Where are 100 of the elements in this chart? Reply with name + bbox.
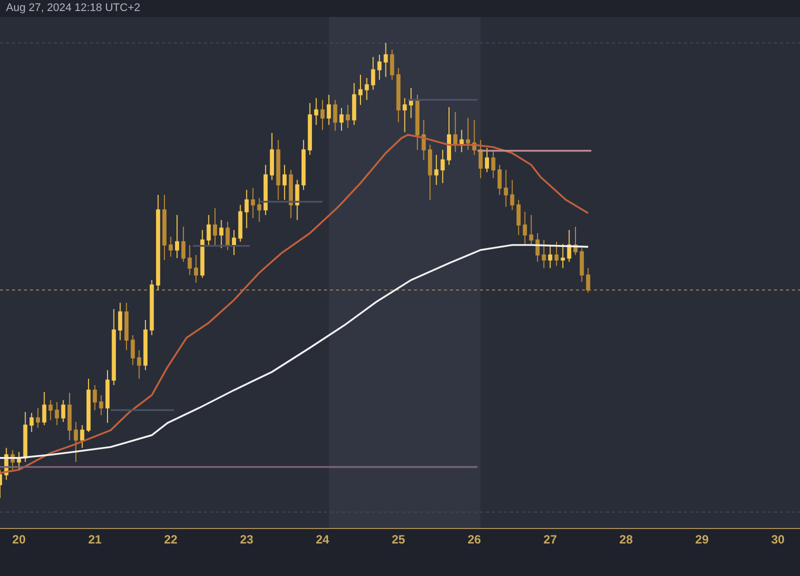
candlestick <box>402 98 407 133</box>
candlestick <box>548 244 552 269</box>
candlestick <box>244 189 249 229</box>
candlestick <box>466 118 470 150</box>
candlestick <box>478 139 483 179</box>
candlestick <box>232 229 236 256</box>
candlestick <box>137 350 142 380</box>
x-tick-label: 25 <box>392 532 406 546</box>
candlestick <box>409 87 414 119</box>
candlestick <box>567 229 572 262</box>
candlestick <box>257 198 262 222</box>
candlestick <box>250 188 256 219</box>
candlestick <box>124 302 129 351</box>
x-tick-label: 24 <box>316 532 330 546</box>
candlestick <box>295 179 300 220</box>
candlestick <box>61 400 66 422</box>
candlestick <box>415 94 420 150</box>
candlestick <box>484 148 490 173</box>
candlestick <box>219 219 224 249</box>
candlestick <box>491 149 496 179</box>
candlestick <box>105 370 110 424</box>
candlestick <box>352 82 356 126</box>
candlestick <box>130 334 135 366</box>
candlestick <box>175 214 180 259</box>
candlestick <box>339 108 344 132</box>
candlestick <box>434 154 438 186</box>
candlestick <box>428 144 432 200</box>
candlestick <box>580 248 584 282</box>
candlestick <box>377 54 382 80</box>
candlestick <box>440 149 445 184</box>
candlestick <box>150 280 154 336</box>
candlestick <box>522 211 527 246</box>
candlestick <box>586 268 590 294</box>
candlestick <box>516 199 521 236</box>
candlestick <box>536 232 540 262</box>
candlestick <box>529 214 534 246</box>
candlestick <box>510 179 514 210</box>
x-tick-label: 30 <box>771 532 785 546</box>
x-tick-label: 20 <box>12 532 26 546</box>
candlestick <box>80 424 84 448</box>
x-tick-label: 22 <box>164 532 178 546</box>
candlestick <box>314 98 318 126</box>
candlestick <box>326 94 331 126</box>
candlestick <box>194 254 198 284</box>
x-tick-label: 26 <box>468 532 482 546</box>
candlestick <box>206 214 211 246</box>
candlestick <box>560 244 565 269</box>
candlestick <box>92 384 97 411</box>
candlestick <box>371 56 376 90</box>
candlestick <box>181 226 186 262</box>
candlestick <box>200 229 204 278</box>
candlestick <box>54 401 59 426</box>
candlestick <box>282 164 287 200</box>
candlestick <box>390 49 394 80</box>
candlestick <box>320 99 325 130</box>
candlestick <box>276 139 280 200</box>
candlestick <box>36 407 40 428</box>
candlestick <box>270 132 274 180</box>
candlestick <box>156 194 160 291</box>
candlestick <box>48 400 53 421</box>
candlestick <box>333 99 338 132</box>
candlestick <box>118 302 122 341</box>
candlestick <box>384 42 388 78</box>
candlestick <box>74 421 78 463</box>
candlestick <box>226 221 230 250</box>
candlestick <box>143 320 148 371</box>
candlestick <box>446 106 452 166</box>
candlestick <box>346 104 350 129</box>
candlestick <box>396 67 400 123</box>
candlestick <box>264 164 268 216</box>
candlestick <box>112 308 116 386</box>
candlestick <box>288 169 293 219</box>
candlestick <box>188 244 192 276</box>
candlestick <box>162 194 166 260</box>
candlestick <box>238 204 242 242</box>
text: Aug 27, 2024 12:18 UTC+2 <box>6 2 140 14</box>
x-tick-label: 28 <box>619 532 634 546</box>
x-tick-label: 21 <box>88 532 102 546</box>
x-tick-label: 27 <box>544 532 558 546</box>
candlestick <box>30 412 34 432</box>
candlestick <box>86 378 91 432</box>
candlestick <box>364 77 369 100</box>
candlestick <box>542 239 546 269</box>
candlestick <box>460 129 464 153</box>
candlestick <box>168 236 173 258</box>
candlestick <box>308 102 312 156</box>
candlestick <box>99 394 104 416</box>
x-tick-label: 23 <box>240 532 254 546</box>
candlestick <box>498 164 502 196</box>
candlestick <box>68 392 72 441</box>
x-tick-label: 29 <box>695 532 709 546</box>
candlestick <box>504 169 508 208</box>
candlestick <box>23 411 28 463</box>
candlestick <box>358 74 363 106</box>
candlestick <box>302 139 306 190</box>
candlestick <box>453 112 458 153</box>
candlestick <box>42 391 46 426</box>
candlestick <box>422 119 426 160</box>
candlestick <box>212 208 218 246</box>
candlestick <box>554 241 559 266</box>
